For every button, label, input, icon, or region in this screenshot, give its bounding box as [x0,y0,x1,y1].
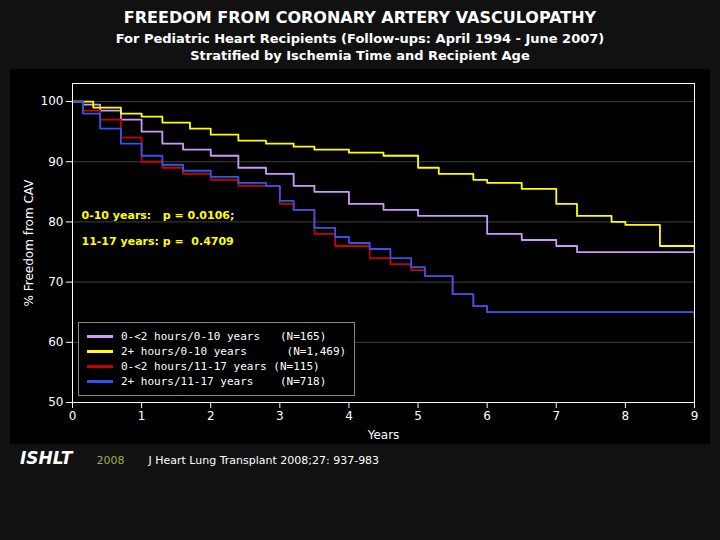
svg-text:% Freedom from CAV: % Freedom from CAV [22,179,36,307]
svg-text:11-17 years: p = 0.4709: 11-17 years: p = 0.4709 [81,235,233,248]
svg-text:Years: Years [367,428,400,442]
html-text:J Heart Lung Transplant 2008;2: J Heart Lung Transplant 2008;27: 937-983 [148,454,380,467]
svg-text:0: 0 [69,409,77,423]
html-text:0-<2 hours/11-17 years (N=115): 0-<2 hours/11-17 years (N=115) [121,360,320,373]
html-text:2008: 2008 [96,454,125,467]
svg-text:90: 90 [48,155,63,169]
svg-text:5: 5 [414,409,422,423]
html-text:0-<2 hours/0-10 years (N=165): 0-<2 hours/0-10 years (N=165) [121,330,327,343]
svg-text:9: 9 [691,409,699,423]
html-text:2+ hours/0-10 years (N=1,469): 2+ hours/0-10 years (N=1,469) [121,345,347,358]
svg-text:8: 8 [622,409,630,423]
svg-text:100: 100 [41,94,64,108]
svg-text:50: 50 [48,395,63,409]
svg-text:80: 80 [48,215,63,229]
html-text:FREEDOM FROM CORONARY ARTERY V: FREEDOM FROM CORONARY ARTERY VASCULOPATH… [123,8,597,27]
html-text:2+ hours/11-17 years (N=718): 2+ hours/11-17 years (N=718) [121,375,327,388]
svg-text:6: 6 [483,409,491,423]
svg-text:4: 4 [345,409,353,423]
svg-text:1: 1 [138,409,146,423]
svg-text:2: 2 [207,409,215,423]
svg-text:60: 60 [48,335,63,349]
html-text:Stratified by Ischemia Time an: Stratified by Ischemia Time and Recipien… [190,48,530,63]
html-text:For Pediatric Heart Recipients: For Pediatric Heart Recipients (Follow-u… [115,31,605,46]
svg-text:70: 70 [48,275,63,289]
svg-text:0-10 years: p = 0.0106;: 0-10 years: p = 0.0106; [81,209,234,222]
html-text:ISHLT: ISHLT [20,448,73,468]
svg-text:3: 3 [276,409,284,423]
svg-text:7: 7 [552,409,560,423]
